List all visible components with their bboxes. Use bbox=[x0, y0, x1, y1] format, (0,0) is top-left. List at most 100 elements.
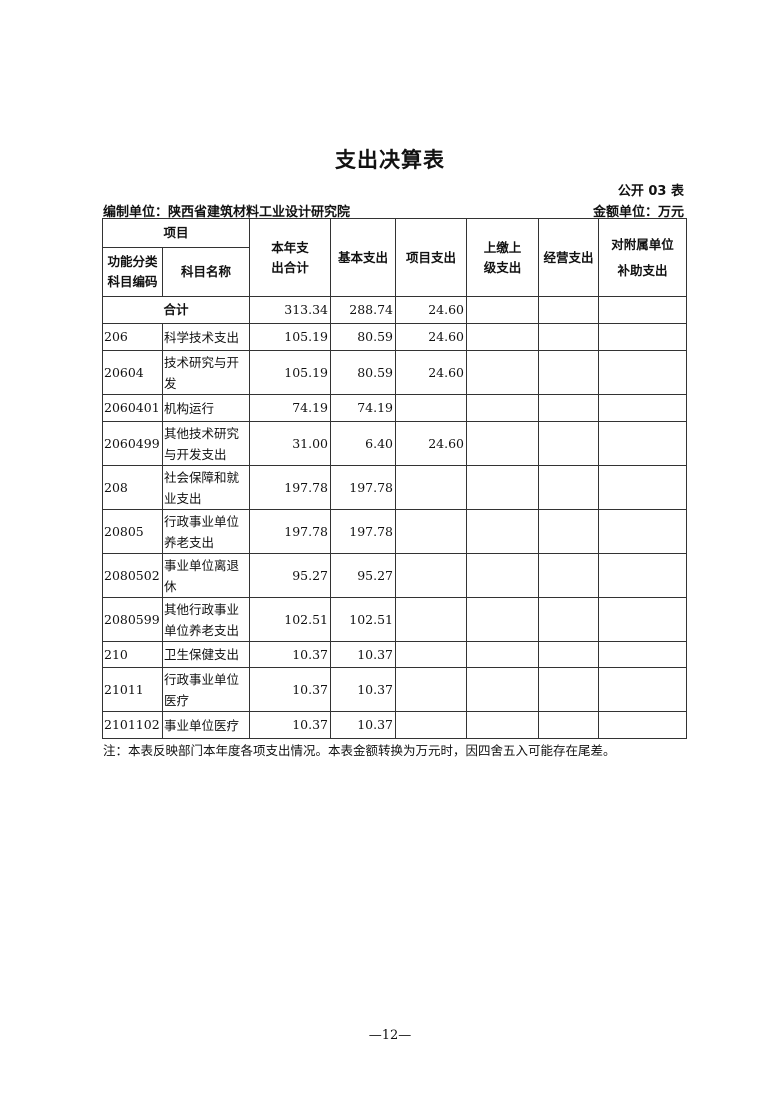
cell-basic: 95.27 bbox=[330, 553, 397, 598]
cell-name: 行政事业单位医疗 bbox=[161, 667, 251, 712]
cell-total: 105.19 bbox=[249, 323, 332, 351]
page-number: —12— bbox=[368, 1028, 412, 1043]
cell-code: 210 bbox=[102, 641, 163, 668]
cell-business bbox=[538, 421, 600, 466]
header-subsidy: 对附属单位补助支出 bbox=[598, 218, 688, 297]
cell-total: 102.51 bbox=[249, 597, 332, 642]
cell-total: 74.19 bbox=[249, 394, 332, 422]
cell-business bbox=[538, 641, 600, 668]
total-amount: 313.34 bbox=[249, 296, 332, 324]
cell-subsidy bbox=[598, 465, 688, 510]
table-row: 20805 行政事业单位养老支出 197.78 197.78 bbox=[102, 509, 688, 554]
table-row: 2060401 机构运行 74.19 74.19 bbox=[102, 394, 688, 422]
table-row: 2060499 其他技术研究与开发支出 31.00 6.40 24.60 bbox=[102, 421, 688, 466]
table-row: 206 科学技术支出 105.19 80.59 24.60 bbox=[102, 323, 688, 351]
cell-name: 其他行政事业单位养老支出 bbox=[161, 597, 251, 642]
header-item: 项目 bbox=[101, 218, 251, 248]
table-note: 注：本表反映部门本年度各项支出情况。本表金额转换为万元时，因四舍五入可能存在尾差… bbox=[103, 743, 616, 758]
cell-upper bbox=[466, 553, 540, 598]
cell-upper bbox=[466, 711, 540, 739]
total-business bbox=[538, 296, 600, 324]
amount-unit: 金额单位：万元 bbox=[592, 205, 684, 220]
cell-code: 2080599 bbox=[102, 597, 163, 642]
cell-total: 197.78 bbox=[249, 509, 332, 554]
cell-basic: 197.78 bbox=[330, 465, 397, 510]
cell-name: 科学技术支出 bbox=[161, 323, 251, 351]
cell-project bbox=[395, 509, 468, 554]
cell-subsidy bbox=[598, 323, 688, 351]
cell-project bbox=[395, 553, 468, 598]
cell-project bbox=[395, 641, 468, 668]
cell-subsidy bbox=[598, 421, 688, 466]
compiling-unit: 编制单位：陕西省建筑材料工业设计研究院 bbox=[103, 205, 351, 220]
table-number: 公开 03 表 bbox=[617, 184, 684, 199]
cell-name: 社会保障和就业支出 bbox=[161, 465, 251, 510]
cell-subsidy bbox=[598, 394, 688, 422]
cell-code: 208 bbox=[102, 465, 163, 510]
table-row: 2101102 事业单位医疗 10.37 10.37 bbox=[102, 711, 688, 739]
cell-basic: 197.78 bbox=[330, 509, 397, 554]
cell-project: 24.60 bbox=[395, 323, 468, 351]
table-row: 21011 行政事业单位医疗 10.37 10.37 bbox=[102, 667, 688, 712]
cell-code: 2060401 bbox=[102, 394, 163, 422]
header-basic: 基本支出 bbox=[330, 218, 397, 297]
expenditure-table: 项目 本年支出合计 基本支出 项目支出 上缴上级支出 经营支出 对附属单位补助支… bbox=[101, 218, 688, 739]
cell-name: 技术研究与开发 bbox=[161, 350, 251, 395]
cell-subsidy bbox=[598, 641, 688, 668]
cell-total: 10.37 bbox=[249, 667, 332, 712]
cell-business bbox=[538, 350, 600, 395]
cell-business bbox=[538, 711, 600, 739]
cell-basic: 10.37 bbox=[330, 641, 397, 668]
total-label: 合计 bbox=[101, 296, 251, 324]
page-title: 支出决算表 bbox=[335, 148, 445, 172]
cell-business bbox=[538, 553, 600, 598]
total-upper bbox=[466, 296, 540, 324]
cell-subsidy bbox=[598, 553, 688, 598]
cell-upper bbox=[466, 323, 540, 351]
table-row: 208 社会保障和就业支出 197.78 197.78 bbox=[102, 465, 688, 510]
header-business: 经营支出 bbox=[538, 218, 600, 297]
cell-name: 其他技术研究与开发支出 bbox=[161, 421, 251, 466]
cell-name: 行政事业单位养老支出 bbox=[161, 509, 251, 554]
table-row: 210 卫生保健支出 10.37 10.37 bbox=[102, 641, 688, 668]
cell-upper bbox=[466, 421, 540, 466]
cell-code: 2080502 bbox=[102, 553, 163, 598]
cell-upper bbox=[466, 350, 540, 395]
header-total: 本年支出合计 bbox=[249, 218, 332, 297]
cell-upper bbox=[466, 597, 540, 642]
total-subsidy bbox=[598, 296, 688, 324]
cell-code: 21011 bbox=[102, 667, 163, 712]
cell-total: 105.19 bbox=[249, 350, 332, 395]
total-row: 合计 313.34 288.74 24.60 bbox=[101, 296, 688, 324]
cell-code: 2101102 bbox=[102, 711, 163, 739]
cell-basic: 102.51 bbox=[330, 597, 397, 642]
cell-upper bbox=[466, 394, 540, 422]
cell-business bbox=[538, 509, 600, 554]
cell-project: 24.60 bbox=[395, 350, 468, 395]
cell-basic: 80.59 bbox=[330, 323, 397, 351]
total-basic: 288.74 bbox=[330, 296, 397, 324]
cell-code: 20805 bbox=[102, 509, 163, 554]
table-row: 2080502 事业单位离退休 95.27 95.27 bbox=[102, 553, 688, 598]
cell-business bbox=[538, 394, 600, 422]
cell-project bbox=[395, 465, 468, 510]
cell-name: 机构运行 bbox=[161, 394, 251, 422]
cell-basic: 74.19 bbox=[330, 394, 397, 422]
cell-business bbox=[538, 667, 600, 712]
cell-subsidy bbox=[598, 667, 688, 712]
cell-code: 206 bbox=[102, 323, 163, 351]
total-project: 24.60 bbox=[395, 296, 468, 324]
cell-upper bbox=[466, 465, 540, 510]
cell-business bbox=[538, 597, 600, 642]
cell-total: 10.37 bbox=[249, 641, 332, 668]
cell-basic: 10.37 bbox=[330, 711, 397, 739]
cell-total: 31.00 bbox=[249, 421, 332, 466]
cell-name: 卫生保健支出 bbox=[161, 641, 251, 668]
cell-basic: 6.40 bbox=[330, 421, 397, 466]
cell-business bbox=[538, 323, 600, 351]
table-row: 20604 技术研究与开发 105.19 80.59 24.60 bbox=[102, 350, 688, 395]
cell-upper bbox=[466, 641, 540, 668]
cell-upper bbox=[466, 667, 540, 712]
cell-business bbox=[538, 465, 600, 510]
cell-total: 10.37 bbox=[249, 711, 332, 739]
